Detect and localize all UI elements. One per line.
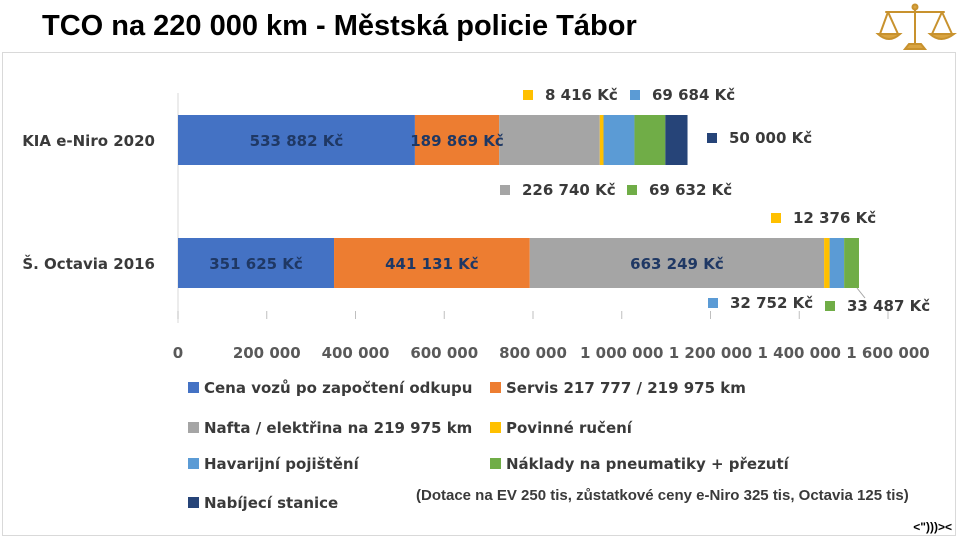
x-tick-label: 1 000 000: [580, 344, 664, 362]
legend-label: Cena vozů po započtení odkupu: [204, 379, 472, 397]
data-label: 69 632 Kč: [649, 181, 732, 199]
data-label-key: [630, 90, 640, 100]
data-label-key: [771, 213, 781, 223]
leader-line: [856, 287, 866, 299]
data-label-key: [707, 133, 717, 143]
page-title: TCO na 220 000 km - Městská policie Tábo…: [42, 10, 637, 42]
bar-segment: [824, 238, 830, 288]
data-label: 351 625 Kč: [209, 255, 303, 273]
data-label: 663 249 Kč: [630, 255, 724, 273]
bar-segment: [829, 238, 845, 288]
bar-segment: [529, 238, 825, 288]
subsidy-note: (Dotace na EV 250 tis, zůstatkové ceny e…: [416, 487, 909, 504]
bar-segment: [334, 238, 530, 288]
data-label: 8 416 Kč: [545, 86, 618, 104]
category-label: Š. Octavia 2016: [22, 254, 155, 273]
legend-swatch: [490, 458, 501, 469]
chart-area: 0 200 000 400 000 600 000 800 000 1 000 000 1 …: [2, 52, 956, 536]
bar-segment: [599, 115, 604, 165]
legend-swatch: [188, 497, 199, 508]
legend-label: Servis 217 777 / 219 975 km: [506, 379, 746, 397]
author-signature: <")))><: [913, 520, 952, 534]
legend-label: Povinné ručení: [506, 419, 633, 437]
bar-segment: [178, 238, 335, 288]
legend-label: Nabíjecí stanice: [204, 494, 338, 512]
data-label: 189 869 Kč: [410, 132, 504, 150]
data-label: 12 376 Kč: [793, 209, 876, 227]
x-tick-label: 200 000: [233, 344, 301, 362]
x-tick-label: 1 200 000: [669, 344, 753, 362]
bar-segment: [665, 115, 688, 165]
legend-label: Náklady na pneumatiky + přezutí: [506, 455, 790, 473]
bar-segment: [178, 115, 415, 165]
data-label: 32 752 Kč: [730, 294, 813, 312]
scales-of-justice-icon: [875, 3, 957, 50]
legend-label: Nafta / elektřina na 219 975 km: [204, 419, 472, 437]
data-label: 69 684 Kč: [652, 86, 735, 104]
bar-segment: [499, 115, 600, 165]
legend-swatch: [188, 458, 199, 469]
tco-stacked-bar-chart: 0 200 000 400 000 600 000 800 000 1 000 000 1 …: [22, 86, 930, 512]
data-label: 226 740 Kč: [522, 181, 616, 199]
data-label: 441 131 Kč: [385, 255, 479, 273]
category-label: KIA e-Niro 2020: [22, 132, 155, 150]
bar-segment: [414, 115, 500, 165]
bar-segment: [603, 115, 635, 165]
data-label-key: [627, 185, 637, 195]
data-label-key: [500, 185, 510, 195]
data-label-key: [708, 298, 718, 308]
legend-swatch: [490, 382, 501, 393]
x-tick-label: 1 400 000: [757, 344, 841, 362]
legend-swatch: [188, 422, 199, 433]
legend-label: Havarijní pojištění: [204, 455, 360, 473]
legend-swatch: [188, 382, 199, 393]
bar-segment: [634, 115, 666, 165]
legend-swatch: [490, 422, 501, 433]
x-tick-label: 0: [173, 344, 183, 362]
data-label: 50 000 Kč: [729, 129, 812, 147]
data-label: 533 882 Kč: [250, 132, 344, 150]
x-tick-label: 1 600 000: [846, 344, 930, 362]
data-label: 33 487 Kč: [847, 297, 930, 315]
data-label-key: [825, 301, 835, 311]
x-tick-label: 400 000: [322, 344, 390, 362]
bar-segment: [844, 238, 859, 288]
data-label-key: [523, 90, 533, 100]
x-tick-label: 800 000: [499, 344, 567, 362]
x-tick-label: 600 000: [410, 344, 478, 362]
